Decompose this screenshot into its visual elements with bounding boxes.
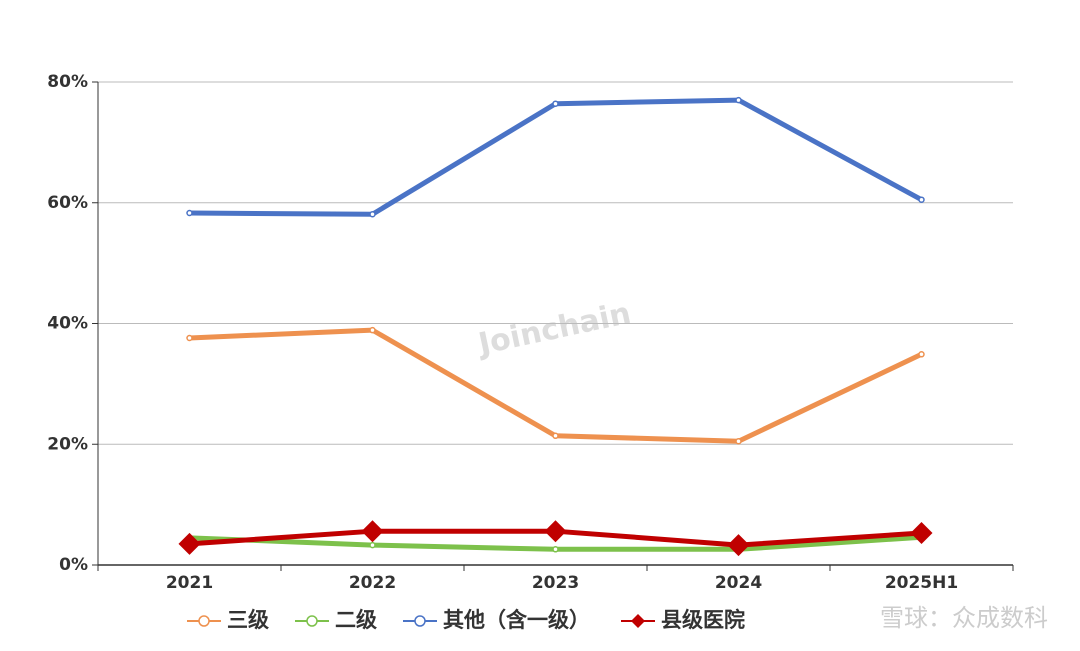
point-marker	[918, 196, 925, 203]
legend-label: 县级医院	[661, 608, 745, 632]
diamond-marker	[631, 614, 645, 628]
source-watermark: 雪球：众成数科	[880, 604, 1048, 632]
point-marker	[735, 96, 742, 104]
legend-label: 其他（含一级）	[443, 608, 590, 632]
point-marker	[369, 541, 376, 549]
x-tick-label: 2025H1	[885, 573, 958, 593]
point-marker	[369, 210, 376, 218]
x-tick-label: 2022	[349, 573, 396, 593]
y-tick-label: 20%	[47, 434, 88, 454]
x-tick-label: 2021	[166, 573, 213, 593]
diamond-marker	[361, 520, 384, 543]
point-marker	[918, 351, 925, 358]
legend: 三级 二级 其他（含一级） 县级医院	[187, 608, 745, 632]
x-tick-label: 2023	[532, 573, 579, 593]
x-tick-label: 2024	[715, 573, 762, 593]
point-marker	[552, 546, 559, 553]
y-tick-label: 0%	[59, 555, 88, 575]
diamond-marker	[727, 534, 750, 557]
legend-label: 二级	[335, 608, 377, 632]
series-line	[189, 327, 923, 444]
y-tick-label: 80%	[47, 72, 88, 92]
diamond-marker	[910, 522, 933, 545]
point-marker	[306, 615, 318, 627]
y-tick-label: 60%	[47, 193, 88, 213]
point-marker	[735, 437, 742, 445]
diamond-marker	[178, 532, 201, 555]
series-line	[189, 97, 923, 217]
point-marker	[186, 334, 193, 342]
diamond-marker	[544, 520, 567, 543]
point-marker	[552, 100, 559, 107]
point-marker	[414, 615, 426, 627]
legend-label: 三级	[227, 608, 269, 632]
point-marker	[186, 209, 193, 217]
point-marker	[369, 326, 376, 334]
watermark: Joinchain	[474, 296, 634, 363]
point-marker	[552, 432, 559, 440]
point-marker	[198, 615, 210, 627]
y-tick-label: 40%	[47, 314, 88, 334]
